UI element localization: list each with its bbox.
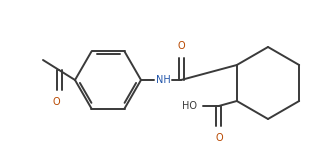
Text: O: O <box>215 133 223 143</box>
Text: O: O <box>52 97 60 107</box>
Text: O: O <box>177 41 185 51</box>
Text: HO: HO <box>182 101 197 111</box>
Text: NH: NH <box>156 75 170 85</box>
